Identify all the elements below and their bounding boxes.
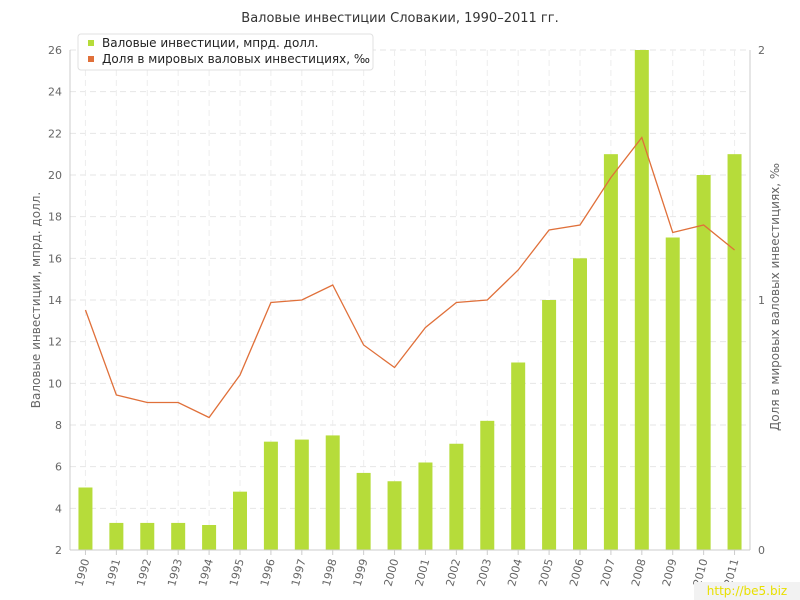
bar (325, 435, 340, 550)
legend-label-bars: Валовые инвестиции, мпрд. долл. (102, 36, 318, 50)
bar (573, 258, 587, 550)
x-tick-label: 2003 (474, 557, 494, 587)
x-tick-label: 2005 (536, 557, 556, 587)
bar (542, 300, 557, 550)
bar (233, 491, 247, 550)
y-tick-label: 12 (48, 336, 62, 349)
watermark: http://be5.biz (694, 582, 800, 600)
bar (727, 154, 742, 550)
x-tick-label: 1993 (165, 557, 185, 587)
x-tick-label: 2009 (660, 557, 680, 587)
y-tick-label: 20 (48, 169, 62, 182)
y2-tick-label: 0 (758, 544, 765, 557)
y2-axis-label: Доля в мировых валовых инвестициях, ‰ (768, 163, 782, 431)
x-tick-labels: 1990 1991 1992 1993 1994 1995 1996 1997 1998 1999… (73, 557, 742, 587)
bar (603, 154, 618, 550)
bar (294, 439, 309, 550)
y-tick-label: 14 (48, 294, 62, 307)
x-tick-label: 2002 (443, 557, 463, 587)
bar (109, 522, 124, 550)
y-tick-label: 18 (48, 211, 62, 224)
legend-label-line: Доля в мировых валовых инвестициях, ‰ (102, 52, 370, 66)
bar (78, 487, 93, 550)
x-tick-label: 2001 (413, 557, 433, 587)
x-tick-label: 1994 (196, 557, 216, 587)
line-series (84, 136, 735, 419)
x-tick-label: 1999 (351, 557, 371, 587)
x-tick-label: 2000 (382, 557, 402, 587)
y-tick-label: 16 (48, 252, 62, 265)
x-tick-label: 1996 (258, 557, 278, 587)
y-tick-label: 4 (55, 502, 62, 515)
y-axis-label: Валовые инвестиции, мпрд. долл. (29, 192, 43, 408)
bar (202, 525, 217, 550)
x-tick-label: 1992 (134, 557, 154, 587)
bar-series (78, 50, 742, 550)
bar (418, 462, 433, 550)
x-tick-label: 2004 (505, 557, 525, 587)
x-tick-label: 1991 (103, 557, 123, 587)
bar (696, 175, 711, 550)
x-tick-label: 1997 (289, 557, 309, 587)
axes (69, 50, 751, 555)
bar (171, 522, 186, 550)
bar (665, 237, 680, 550)
bar (263, 441, 278, 550)
x-tick-label: 1998 (320, 557, 340, 587)
bar (480, 420, 495, 550)
y-tick-label: 10 (48, 377, 62, 390)
bar (511, 362, 526, 550)
y2-tick-label: 2 (758, 44, 765, 57)
y-tick-label: 22 (48, 127, 62, 140)
bar (140, 522, 155, 550)
bar (449, 443, 464, 550)
y-tick-label: 8 (55, 419, 62, 432)
y-tick-label: 26 (48, 44, 62, 57)
bar (634, 50, 649, 550)
x-tick-label: 2008 (629, 557, 649, 587)
y-tick-label: 2 (55, 544, 62, 557)
x-tick-label: 2006 (567, 557, 587, 587)
legend: Валовые инвестиции, мпрд. долл. Доля в м… (77, 33, 374, 71)
y2-tick-labels: 0 1 2 (758, 44, 765, 557)
x-tick-label: 1995 (227, 557, 247, 587)
bar (356, 472, 371, 550)
series-line (84, 136, 735, 419)
y-tick-label: 24 (48, 86, 62, 99)
legend-swatch-line (88, 56, 94, 62)
chart-title: Валовые инвестиции Словакии, 1990–2011 г… (241, 11, 558, 26)
legend-box (77, 33, 374, 71)
y-tick-label: 6 (55, 461, 62, 474)
y2-tick-label: 1 (758, 294, 765, 307)
x-tick-label: 2007 (598, 557, 618, 587)
legend-swatch-bars (88, 40, 94, 46)
bar (387, 481, 402, 550)
x-tick-label: 1990 (73, 557, 93, 587)
